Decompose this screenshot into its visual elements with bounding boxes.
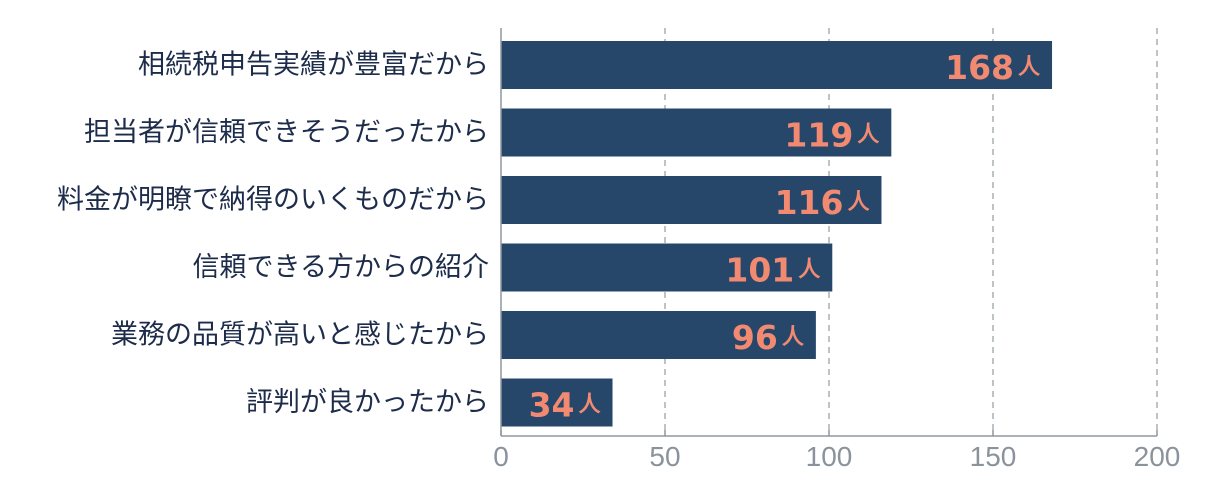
x-axis [500, 28, 1158, 437]
bar [501, 311, 816, 359]
category-label: 信頼できる方からの紹介 [193, 252, 489, 283]
value-label: 168 人 [945, 48, 1040, 87]
bar [501, 41, 1053, 89]
bars [501, 41, 1053, 427]
x-tick-label: 100 [806, 441, 853, 472]
value-label: 101 人 [725, 250, 820, 289]
category-label: 担当者が信頼できそうだったから [84, 117, 489, 148]
category-label: 評判が良かったから [246, 387, 489, 418]
value-unit: 人 [798, 257, 820, 282]
value-label: 116 人 [775, 183, 870, 222]
category-label: 業務の品質が高いと感じたから [111, 320, 489, 351]
bar [501, 176, 882, 224]
value-unit: 人 [847, 190, 869, 215]
grid-lines [664, 28, 1158, 436]
value-number: 116 [775, 183, 844, 222]
bar [501, 243, 833, 292]
value-number: 119 [784, 115, 853, 154]
value-label: 96 人 [732, 318, 804, 357]
bar [501, 108, 892, 157]
value-label: 119 人 [784, 115, 879, 154]
value-unit: 人 [579, 392, 601, 417]
category-labels: 相続税申告実績が豊富だから担当者が信頼できそうだったから料金が明瞭で納得のいくも… [57, 50, 489, 419]
value-label: 34 人 [529, 385, 601, 424]
value-unit: 人 [1018, 55, 1040, 80]
value-number: 101 [725, 250, 794, 289]
x-tick-labels: 0 50 100 150 200 [493, 441, 1180, 472]
category-label: 相続税申告実績が豊富だから [138, 50, 489, 81]
x-tick-label: 150 [970, 441, 1017, 472]
value-number: 96 [732, 318, 778, 357]
bar [501, 378, 613, 427]
x-tick-label: 200 [1134, 441, 1181, 472]
category-label: 料金が明瞭で納得のいくものだから [57, 185, 489, 216]
value-number: 34 [529, 385, 575, 424]
x-tick-label: 50 [649, 441, 680, 472]
value-unit: 人 [782, 325, 804, 350]
value-number: 168 [945, 48, 1014, 87]
value-unit: 人 [857, 122, 879, 147]
x-tick-label: 0 [493, 441, 509, 472]
